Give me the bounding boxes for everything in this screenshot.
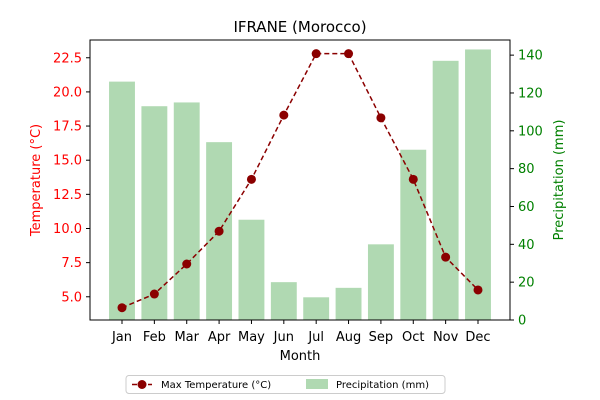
precipitation-bar-dec: [465, 49, 491, 320]
y-right-tick-label: 20: [518, 276, 535, 291]
y-right-tick-label: 140: [518, 49, 543, 64]
temperature-point-dec: [473, 285, 483, 295]
legend-label-precipitation: Precipitation (mm): [336, 380, 429, 391]
y-right-tick-label: 0: [518, 314, 526, 329]
y-left-tick-label: 12.5: [53, 188, 82, 203]
axes: 5.0 7.5 10.0 12.5 15.0 17.5 20.0 22.5 0 20 40 60 80 1…: [53, 39, 543, 345]
precipitation-bar-mar: [173, 102, 200, 320]
x-axis-title: Month: [280, 349, 321, 364]
precipitation-bar-feb: [141, 106, 168, 320]
y-left-tick-label: 10.0: [53, 222, 82, 237]
precipitation-bar-jan: [109, 81, 135, 321]
temperature-point-oct: [408, 174, 418, 184]
legend-marker-swatch: [137, 380, 147, 389]
x-tick-label-nov: Nov: [433, 330, 459, 345]
precipitation-bar-jun: [270, 282, 297, 320]
temperature-point-nov: [441, 252, 451, 262]
precipitation-bar-jul: [303, 297, 330, 320]
y-left-tick-label: 20.0: [53, 85, 82, 100]
y-right-tick-label: 40: [518, 238, 535, 253]
y-left-tick-label: 22.5: [53, 51, 82, 66]
y-left-tick-label: 5.0: [61, 290, 82, 305]
temperature-point-jan: [117, 303, 127, 313]
x-tick-label-jul: Jul: [307, 330, 324, 345]
y-right-tick-label: 80: [518, 162, 535, 177]
temperature-point-may: [246, 174, 256, 184]
precipitation-bar-aug: [335, 287, 362, 320]
precipitation-bar-sep: [367, 244, 394, 320]
temperature-point-sep: [376, 113, 386, 123]
precipitation-bars: [109, 49, 491, 321]
y-right-tick-label: 120: [518, 86, 543, 101]
temperature-point-jun: [279, 110, 289, 120]
x-tick-label-apr: Apr: [208, 330, 231, 345]
temperature-point-feb: [149, 289, 159, 299]
x-tick-label-mar: Mar: [174, 330, 199, 345]
y-right-tick-label: 60: [518, 200, 535, 215]
y-left-tick-label: 15.0: [53, 154, 82, 169]
x-tick-label-jan: Jan: [111, 330, 132, 345]
temperature-point-aug: [344, 49, 354, 59]
x-tick-label-may: May: [238, 330, 265, 345]
temperature-line: [117, 49, 483, 313]
y-axis-right-title: Precipitation (mm): [552, 120, 567, 241]
y-axis-left-title: Temperature (°C): [29, 124, 44, 237]
x-tick-label-aug: Aug: [336, 330, 361, 345]
legend: Max Temperature (°C) Precipitation (mm): [125, 375, 446, 394]
plot-frame: [89, 39, 511, 321]
legend-bar-swatch: [306, 379, 328, 389]
legend-label-temperature: Max Temperature (°C): [161, 380, 271, 391]
temperature-point-mar: [182, 259, 192, 269]
x-tick-label-oct: Oct: [402, 330, 424, 345]
temperature-line-path: [121, 52, 479, 309]
chart-title: IFRANE (Morocco): [233, 18, 366, 36]
precipitation-bar-may: [238, 219, 265, 320]
temperature-point-jul: [311, 49, 321, 59]
x-tick-label-dec: Dec: [465, 330, 490, 345]
x-tick-label-sep: Sep: [369, 330, 394, 345]
precipitation-bar-nov: [432, 60, 459, 320]
legend-box: [125, 375, 446, 394]
temperature-point-apr: [214, 226, 224, 236]
y-right-tick-label: 100: [518, 124, 543, 139]
x-tick-label-jun: Jun: [273, 330, 294, 345]
y-left-tick-label: 17.5: [53, 120, 82, 135]
x-tick-label-feb: Feb: [143, 330, 166, 345]
y-left-tick-label: 7.5: [61, 256, 82, 271]
